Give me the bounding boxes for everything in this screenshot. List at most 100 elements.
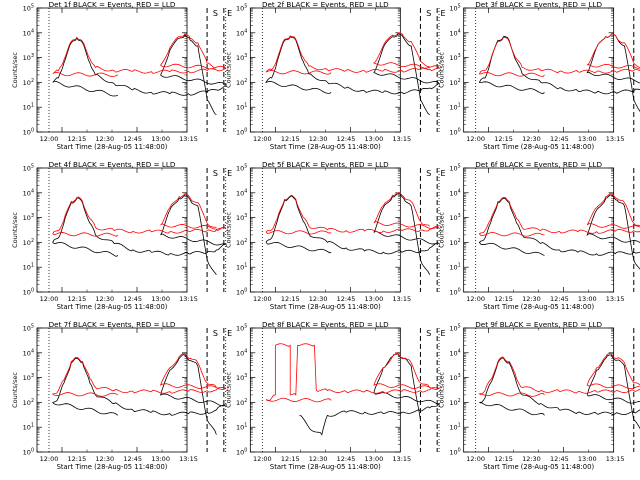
series-lld xyxy=(478,33,640,77)
series-events xyxy=(51,353,226,435)
x-tick-label: 12:15 xyxy=(281,455,300,463)
x-tick-label: 13:00 xyxy=(151,295,170,303)
x-tick-label: 13:00 xyxy=(578,455,597,463)
x-axis-label: Start Time (28-Aug-05 11:48:00) xyxy=(483,143,594,151)
y-tick-label: 101 xyxy=(23,423,34,432)
panel-det-3: Det 3f BLACK = Events, RED = LLD 100 101 10… xyxy=(438,0,640,151)
y-tick-label: 101 xyxy=(449,263,460,272)
panel-det-2: Det 2f BLACK = Events, RED = LLD 100 101 10… xyxy=(224,0,445,151)
x-tick-label: 13:15 xyxy=(606,135,625,143)
series-events xyxy=(478,33,640,112)
x-tick-label: 13:00 xyxy=(365,295,384,303)
chart-title: Det 8f BLACK = Events, RED = LLD xyxy=(262,320,389,329)
x-tick-label: 12:00 xyxy=(253,455,272,463)
y-tick-label: 102 xyxy=(236,398,247,407)
y-axis-label: Counts/sec xyxy=(438,52,446,88)
y-axis-label: Counts/sec xyxy=(11,212,19,248)
chart-title: Det 5f BLACK = Events, RED = LLD xyxy=(262,160,389,169)
x-axis-label: Start Time (28-Aug-05 11:48:00) xyxy=(270,463,381,471)
y-tick-label: 102 xyxy=(449,238,460,247)
y-tick-label: 104 xyxy=(236,188,247,197)
x-tick-label: 12:45 xyxy=(123,455,142,463)
panel-det-7: Det 7f BLACK = Events, RED = LLD 100 101 10… xyxy=(11,320,232,471)
series-lld xyxy=(52,33,227,77)
y-axis-label: Counts/sec xyxy=(224,52,232,88)
x-tick-label: 13:00 xyxy=(365,135,384,143)
x-tick-label: 12:45 xyxy=(550,295,569,303)
chart-title: Det 6f BLACK = Events, RED = LLD xyxy=(475,160,602,169)
marker-label-e: E xyxy=(227,329,232,338)
marker-label-e: E xyxy=(440,9,445,18)
x-tick-label: 12:30 xyxy=(95,295,114,303)
series-events xyxy=(52,34,227,116)
y-tick-label: 100 xyxy=(23,128,34,137)
y-tick-label: 103 xyxy=(23,213,34,222)
plot-frame xyxy=(249,167,401,293)
chart-title: Det 4f BLACK = Events, RED = LLD xyxy=(49,160,176,169)
series-events xyxy=(52,194,226,275)
y-tick-label: 101 xyxy=(449,103,460,112)
x-tick-label: 13:15 xyxy=(606,455,625,463)
x-tick-label: 12:00 xyxy=(253,295,272,303)
x-tick-label: 12:45 xyxy=(123,135,142,143)
x-tick-label: 12:30 xyxy=(95,455,114,463)
y-axis-label: Counts/sec xyxy=(438,372,446,408)
y-tick-label: 104 xyxy=(23,348,34,357)
plot-frame xyxy=(463,327,615,453)
plot-frame xyxy=(36,327,188,453)
x-axis-label: Start Time (28-Aug-05 11:48:00) xyxy=(57,463,168,471)
y-tick-label: 104 xyxy=(449,348,460,357)
y-tick-label: 105 xyxy=(449,4,460,13)
marker-label-s: S xyxy=(426,329,431,338)
x-tick-label: 13:00 xyxy=(365,455,384,463)
y-tick-label: 104 xyxy=(236,28,247,37)
marker-label-s: S xyxy=(213,9,218,18)
series-events xyxy=(265,193,440,275)
x-tick-label: 12:00 xyxy=(40,455,59,463)
series-lld xyxy=(478,193,640,237)
y-tick-label: 103 xyxy=(449,53,460,62)
y-tick-label: 104 xyxy=(23,188,34,197)
y-tick-label: 101 xyxy=(236,423,247,432)
y-tick-label: 102 xyxy=(449,78,460,87)
x-tick-label: 12:15 xyxy=(281,295,300,303)
y-tick-label: 103 xyxy=(449,213,460,222)
y-tick-label: 100 xyxy=(236,288,247,297)
panel-det-5: Det 5f BLACK = Events, RED = LLD 100 101 10… xyxy=(224,160,445,311)
y-tick-label: 101 xyxy=(236,103,247,112)
panel-det-4: Det 4f BLACK = Events, RED = LLD 100 101 10… xyxy=(11,160,232,311)
y-tick-label: 103 xyxy=(236,373,247,382)
y-tick-label: 102 xyxy=(449,398,460,407)
y-tick-label: 102 xyxy=(23,238,34,247)
x-tick-label: 12:15 xyxy=(494,135,513,143)
y-tick-label: 105 xyxy=(23,4,34,13)
x-tick-label: 12:00 xyxy=(40,135,59,143)
y-tick-label: 100 xyxy=(236,128,247,137)
marker-label-e: E xyxy=(440,169,445,178)
x-tick-label: 12:45 xyxy=(337,455,356,463)
x-tick-label: 12:30 xyxy=(522,455,541,463)
chart-title: Det 9f BLACK = Events, RED = LLD xyxy=(475,320,602,329)
x-tick-label: 12:00 xyxy=(40,295,59,303)
chart-title: Det 2f BLACK = Events, RED = LLD xyxy=(262,0,389,9)
y-axis-label: Counts/sec xyxy=(224,212,232,248)
series-lld xyxy=(265,32,440,75)
chart-title: Det 7f BLACK = Events, RED = LLD xyxy=(49,320,176,329)
x-tick-label: 12:45 xyxy=(550,135,569,143)
y-tick-label: 103 xyxy=(449,373,460,382)
y-tick-label: 100 xyxy=(236,448,247,457)
y-tick-label: 101 xyxy=(236,263,247,272)
y-tick-label: 105 xyxy=(236,324,247,333)
y-tick-label: 105 xyxy=(23,164,34,173)
x-axis-label: Start Time (28-Aug-05 11:48:00) xyxy=(57,303,168,311)
plot-frame xyxy=(249,327,401,453)
x-tick-label: 13:15 xyxy=(392,135,411,143)
series-lld xyxy=(51,352,227,397)
y-tick-label: 102 xyxy=(23,398,34,407)
x-tick-label: 12:45 xyxy=(337,295,356,303)
x-tick-label: 13:00 xyxy=(151,455,170,463)
panel-det-9: Det 9f BLACK = Events, RED = LLD 100 101 10… xyxy=(438,320,640,471)
x-tick-label: 12:15 xyxy=(494,455,513,463)
y-tick-label: 100 xyxy=(449,128,460,137)
